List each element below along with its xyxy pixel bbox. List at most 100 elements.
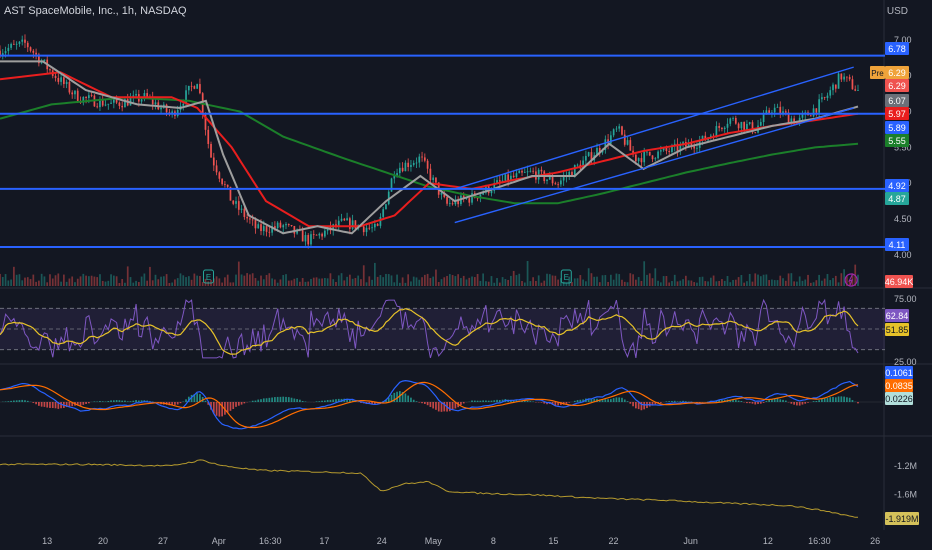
- macd-histogram-bar: [582, 399, 584, 402]
- volume-bar: [659, 282, 662, 286]
- x-axis-tick: 13: [42, 536, 52, 546]
- volume-bar: [337, 275, 340, 286]
- volume-bar: [721, 279, 723, 286]
- volume-bar: [207, 281, 210, 286]
- volume-bar: [709, 277, 712, 286]
- volume-bar: [112, 275, 115, 286]
- volume-bar: [432, 276, 435, 286]
- candle-body: [715, 126, 718, 138]
- candle-body: [121, 105, 124, 108]
- candle-body: [38, 54, 40, 64]
- macd-histogram-bar: [274, 397, 276, 402]
- macd-histogram-bar: [610, 399, 612, 402]
- currency-label: USD: [886, 6, 908, 17]
- candle-body: [740, 121, 743, 129]
- macd-histogram-bar: [174, 402, 176, 405]
- macd-histogram-bar: [637, 402, 640, 410]
- volume-bar: [535, 280, 537, 286]
- candle-body: [368, 227, 371, 229]
- volume-bar: [121, 278, 124, 286]
- candle-body: [762, 113, 765, 123]
- candle-body: [610, 135, 612, 144]
- candle-body: [448, 203, 451, 205]
- macd-histogram-bar: [326, 399, 329, 402]
- macd-histogram-bar: [118, 400, 121, 402]
- volume-bar: [576, 278, 579, 286]
- candle-body: [10, 43, 12, 48]
- volume-bar: [448, 274, 451, 286]
- volume-bar: [371, 279, 373, 286]
- candle-body: [529, 170, 532, 172]
- volume-bar: [498, 282, 501, 286]
- volume-bar: [537, 275, 540, 286]
- macd-histogram-bar: [740, 400, 743, 402]
- candle-body: [212, 157, 215, 166]
- candle-body: [657, 151, 659, 159]
- volume-bar: [737, 277, 740, 286]
- macd-histogram-bar: [401, 391, 404, 402]
- volume-bar: [279, 279, 282, 286]
- volume-bar: [610, 274, 612, 286]
- volume-bar: [49, 274, 51, 286]
- candle-body: [615, 128, 618, 130]
- candle-body: [476, 197, 479, 199]
- candle-body: [765, 110, 768, 114]
- macd-histogram-bar: [15, 400, 18, 402]
- macd-histogram-bar: [615, 397, 618, 402]
- macd-histogram-bar: [843, 396, 845, 402]
- volume-bar: [804, 279, 807, 286]
- macd-histogram-bar: [476, 400, 479, 402]
- volume-bar: [435, 269, 437, 286]
- candles-group: [0, 34, 859, 249]
- volume-bar: [687, 280, 690, 286]
- candle-body: [60, 77, 62, 82]
- candle-body: [426, 160, 429, 169]
- macd-histogram-bar: [423, 402, 426, 404]
- volume-bar: [768, 280, 771, 286]
- price-label-badge: [885, 94, 909, 107]
- candle-body: [7, 47, 10, 52]
- candle-body: [687, 142, 690, 147]
- macd-line: [0, 379, 859, 430]
- candle-body: [582, 160, 584, 169]
- candle-body: [643, 151, 646, 163]
- volume-bar: [798, 276, 801, 286]
- macd-value-badge: [885, 392, 913, 405]
- candle-body: [76, 90, 79, 103]
- candle-body: [498, 180, 501, 182]
- candle-body: [396, 173, 398, 176]
- macd-histogram-bar: [482, 400, 485, 402]
- volume-bar: [532, 277, 534, 286]
- candle-body: [748, 122, 751, 124]
- volume-bar: [324, 278, 326, 286]
- macd-histogram-bar: [485, 400, 487, 402]
- volume-bar: [701, 276, 704, 286]
- volume-bar: [715, 281, 718, 286]
- volume-bar: [390, 275, 393, 286]
- macd-histogram-bar: [823, 398, 826, 402]
- volume-bar: [621, 279, 623, 286]
- candle-body: [376, 223, 379, 226]
- x-axis-tick: 27: [158, 536, 168, 546]
- volume-bar: [648, 273, 651, 286]
- candle-body: [640, 158, 643, 163]
- candle-body: [546, 179, 548, 182]
- macd-histogram-bar: [299, 399, 301, 402]
- candle-body: [832, 84, 834, 91]
- volume-bar: [551, 275, 554, 286]
- candle-body: [548, 176, 551, 180]
- candle-body: [604, 139, 607, 151]
- macd-histogram-bar: [526, 400, 529, 402]
- candle-body: [443, 192, 446, 198]
- volume-bar: [54, 275, 57, 286]
- volume-bar: [612, 279, 615, 286]
- volume-bar: [507, 279, 509, 286]
- volume-bar: [604, 275, 607, 286]
- candle-body: [143, 93, 146, 100]
- candle-body: [274, 226, 276, 228]
- volume-bar: [412, 276, 415, 286]
- macd-histogram-bar: [659, 402, 662, 403]
- lightning-icon: [848, 274, 854, 286]
- candle-body: [282, 225, 285, 228]
